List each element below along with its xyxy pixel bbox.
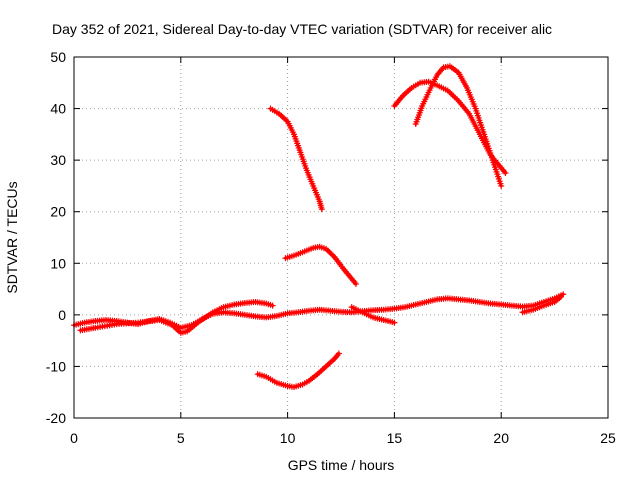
series-arc-baseline-b [77,298,276,336]
x-tick-label: 20 [493,430,509,446]
data-point-plus-marker [558,293,565,300]
data-point-plus-marker [352,280,359,287]
series-arc-baseline-a [71,291,567,331]
grid-lines [74,57,608,418]
x-tick-labels: 0 5 10 15 20 25 [70,430,616,446]
y-tick-label: 40 [50,101,66,117]
y-tick-label: -10 [46,358,66,374]
y-tick-labels: -20 -10 0 10 20 30 40 50 [46,49,66,426]
axis-ticks [73,56,609,419]
series-arc-e [412,63,505,189]
series-arc-baseline-d [519,293,565,316]
y-tick-label: 0 [58,307,66,323]
x-tick-label: 15 [387,430,403,446]
series-arc-baseline-c [348,304,398,326]
chart-title: Day 352 of 2021, Sidereal Day-to-day VTE… [52,21,552,37]
series-arc-b [282,243,359,287]
plot-frame [73,56,609,419]
y-tick-label: 30 [50,152,66,168]
data-point-plus-marker [318,206,325,213]
x-tick-label: 5 [177,430,185,446]
series-arc-c [254,350,342,391]
data-point-plus-marker [502,170,509,177]
x-tick-label: 0 [70,430,78,446]
data-series [71,63,567,391]
x-axis-label: GPS time / hours [288,457,395,473]
y-tick-label: 50 [50,49,66,65]
data-point-plus-marker [269,302,276,309]
x-tick-label: 25 [600,430,616,446]
x-tick-label: 10 [280,430,296,446]
y-axis-label: SDTVAR / TECUs [4,181,20,293]
series-arc-a [267,105,325,213]
y-tick-label: -20 [46,410,66,426]
data-point-plus-marker [391,319,398,326]
y-tick-label: 10 [50,255,66,271]
data-point-plus-marker [498,182,505,189]
data-point-plus-marker [335,350,342,357]
y-tick-label: 20 [50,204,66,220]
